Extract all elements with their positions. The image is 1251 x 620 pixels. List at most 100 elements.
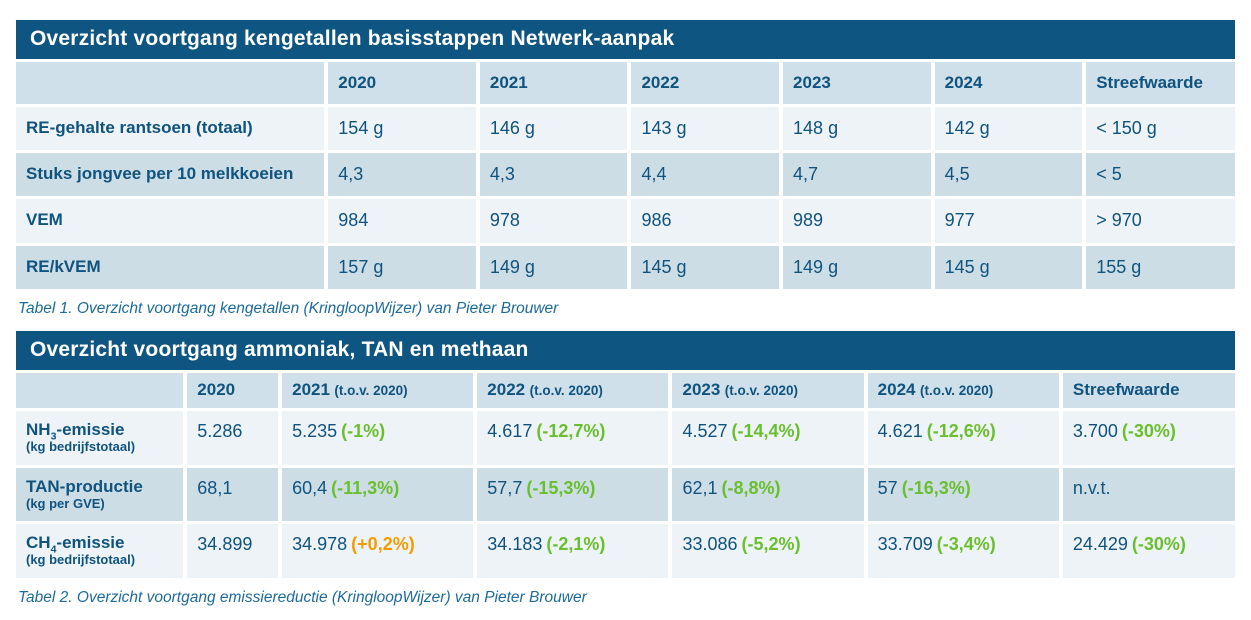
table2-col-2020: 2020	[187, 372, 279, 408]
table2-wrap: 2020 2021 (t.o.v. 2020) 2022 (t.o.v. 202…	[16, 370, 1235, 581]
cell-value: 4.527 (-14,4%)	[672, 410, 864, 465]
pct-change: (-16,3%)	[901, 477, 971, 498]
row-label-ch4-emissie: CH4-emissie (kg bedrijfstotaal)	[16, 524, 184, 578]
table1-header-row: 2020 2021 2022 2023 2024 Streefwaarde	[16, 62, 1235, 104]
cell-value: 34.183 (-2,1%)	[477, 524, 669, 578]
table2-section: Overzicht voortgang ammoniak, TAN en met…	[16, 330, 1235, 607]
cell-value: 33.709 (-3,4%)	[867, 524, 1059, 578]
cell-target: > 970	[1086, 199, 1235, 243]
cell-value: 142 g	[934, 107, 1083, 151]
cell-value: 4.617 (-12,7%)	[477, 410, 669, 465]
cell-value: 145 g	[631, 245, 780, 289]
row-unit: (kg bedrijfstotaal)	[26, 552, 136, 568]
cell-value: 62,1 (-8,8%)	[672, 467, 864, 522]
table1-col-streefwaarde: Streefwaarde	[1086, 62, 1235, 104]
table1-col-2022: 2022	[631, 62, 780, 104]
pct-change: (-8,8%)	[721, 477, 781, 498]
subscript: 4	[50, 543, 57, 556]
table1: 2020 2021 2022 2023 2024 Streefwaarde RE…	[16, 59, 1235, 292]
cell-value: 148 g	[783, 107, 931, 151]
cell-value: 986	[631, 199, 780, 243]
pct-change: (-14,4%)	[731, 420, 801, 441]
table1-title: Overzicht voortgang kengetallen basissta…	[16, 20, 1235, 59]
table2-col-streefwaarde: Streefwaarde	[1062, 372, 1235, 408]
pct-change: (-2,1%)	[546, 534, 606, 555]
cell-value: 57,7 (-15,3%)	[477, 467, 669, 522]
table-row: RE-gehalte rantsoen (totaal) 154 g 146 g…	[16, 107, 1235, 151]
row-unit: (kg per GVE)	[26, 495, 105, 511]
cell-value: 4,3	[479, 153, 628, 197]
table2-title: Overzicht voortgang ammoniak, TAN en met…	[16, 330, 1235, 370]
table1-col-2024: 2024	[934, 62, 1083, 104]
cell-value: 146 g	[479, 107, 628, 151]
table1-section: Overzicht voortgang kengetallen basissta…	[16, 20, 1235, 318]
cell-value: 154 g	[328, 107, 476, 151]
table2-col-empty	[16, 372, 184, 408]
subscript: 3	[50, 430, 57, 443]
table-row: VEM 984 978 986 989 977 > 970	[16, 199, 1235, 243]
table1-col-2020: 2020	[328, 62, 476, 104]
table1-col-2023: 2023	[783, 62, 931, 104]
cell-target: 155 g	[1086, 245, 1235, 289]
row-label-nh3-emissie: NH3-emissie (kg bedrijfstotaal)	[16, 410, 184, 465]
cell-value: 68,1	[187, 467, 279, 522]
pct-change: (-15,3%)	[526, 477, 596, 498]
pct-change: (-1%)	[341, 420, 386, 441]
cell-value: 34.899	[187, 524, 279, 578]
pct-change: (-3,4%)	[936, 534, 996, 555]
pct-change: (+0,2%)	[351, 534, 415, 555]
cell-value: 4,7	[783, 153, 931, 197]
cell-value: 57 (-16,3%)	[867, 467, 1059, 522]
table1-wrap: 2020 2021 2022 2023 2024 Streefwaarde RE…	[16, 59, 1235, 292]
cell-value: 984	[328, 199, 476, 243]
table2-col-2024: 2024 (t.o.v. 2020)	[867, 372, 1059, 408]
pct-change: (-12,7%)	[536, 420, 606, 441]
cell-value: 149 g	[783, 245, 931, 289]
cell-value: 149 g	[479, 245, 628, 289]
row-unit: (kg bedrijfstotaal)	[26, 438, 136, 454]
row-label: RE-gehalte rantsoen (totaal)	[16, 107, 325, 151]
cell-value: 60,4 (-11,3%)	[282, 467, 474, 522]
cell-value: 5.235 (-1%)	[282, 410, 474, 465]
cell-value: 4.621 (-12,6%)	[867, 410, 1059, 465]
cell-value: 4,5	[934, 153, 1083, 197]
row-label: RE/kVEM	[16, 245, 325, 289]
table1-col-empty	[16, 62, 325, 104]
cell-value: 157 g	[328, 245, 476, 289]
table2-col-2021: 2021 (t.o.v. 2020)	[282, 372, 474, 408]
cell-value: 143 g	[631, 107, 780, 151]
table2-header-row: 2020 2021 (t.o.v. 2020) 2022 (t.o.v. 202…	[16, 372, 1235, 408]
table-row: NH3-emissie (kg bedrijfstotaal) 5.286 5.…	[16, 410, 1235, 465]
table2-caption: Tabel 2. Overzicht voortgang emissieredu…	[18, 588, 587, 606]
table-row: Stuks jongvee per 10 melkkoeien 4,3 4,3 …	[16, 153, 1235, 197]
cell-value: 977	[934, 199, 1083, 243]
cell-value: 33.086 (-5,2%)	[672, 524, 864, 578]
cell-value: 5.286	[187, 410, 279, 465]
cell-target: 3.700 (-30%)	[1062, 410, 1235, 465]
table1-caption: Tabel 1. Overzicht voortgang kengetallen…	[18, 299, 559, 317]
cell-value: 4,4	[631, 153, 780, 197]
pct-change: (-30%)	[1131, 534, 1186, 555]
table2-col-2023: 2023 (t.o.v. 2020)	[672, 372, 864, 408]
cell-value: 4,3	[328, 153, 476, 197]
cell-target: < 150 g	[1086, 107, 1235, 151]
table-row: RE/kVEM 157 g 149 g 145 g 149 g 145 g 15…	[16, 245, 1235, 289]
cell-value: 989	[783, 199, 931, 243]
row-label: Stuks jongvee per 10 melkkoeien	[16, 153, 325, 197]
pct-change: (-30%)	[1121, 420, 1176, 441]
pct-change: (-5,2%)	[741, 534, 801, 555]
cell-target: 24.429 (-30%)	[1062, 524, 1235, 578]
cell-target: < 5	[1086, 153, 1235, 197]
cell-target: n.v.t.	[1062, 467, 1235, 522]
table2-col-2022: 2022 (t.o.v. 2020)	[477, 372, 669, 408]
row-label-tan-productie: TAN-productie (kg per GVE)	[16, 467, 184, 522]
table-row: TAN-productie (kg per GVE) 68,1 60,4 (-11…	[16, 467, 1235, 522]
pct-change: (-12,6%)	[926, 420, 996, 441]
pct-change: (-11,3%)	[331, 477, 400, 498]
cell-value: 978	[479, 199, 628, 243]
table2: 2020 2021 (t.o.v. 2020) 2022 (t.o.v. 202…	[16, 370, 1235, 581]
row-label: VEM	[16, 199, 325, 243]
cell-value: 145 g	[934, 245, 1083, 289]
table1-col-2021: 2021	[479, 62, 628, 104]
